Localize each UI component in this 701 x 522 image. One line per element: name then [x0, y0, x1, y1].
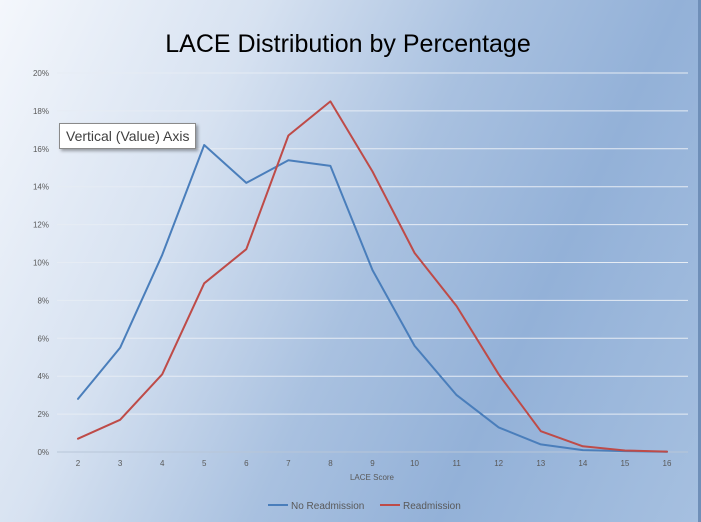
data-point[interactable]: [537, 440, 545, 448]
x-tick-label: 4: [160, 459, 165, 468]
data-point[interactable]: [116, 416, 124, 424]
series-line-readmission[interactable]: [77, 100, 668, 453]
data-point[interactable]: [369, 168, 377, 176]
data-point[interactable]: [74, 435, 82, 443]
x-tick-label: 10: [410, 459, 419, 468]
data-point[interactable]: [495, 423, 503, 431]
data-point[interactable]: [74, 395, 82, 403]
x-axis-title[interactable]: LACE Score: [350, 473, 395, 482]
y-tick-label: 0%: [37, 448, 49, 457]
x-tick-label: 13: [536, 459, 545, 468]
data-point[interactable]: [663, 448, 671, 456]
vertical-value-axis[interactable]: 0% 2% 4% 6% 8% 10% 12% 14% 16% 18% 20%: [33, 69, 49, 457]
y-tick-label: 14%: [33, 183, 49, 192]
chart-title[interactable]: LACE Distribution by Percentage: [165, 30, 530, 58]
x-tick-label: 6: [244, 459, 249, 468]
legend[interactable]: No Readmission Readmission: [268, 501, 461, 512]
data-point[interactable]: [158, 370, 166, 378]
y-tick-label: 20%: [33, 69, 49, 78]
data-point[interactable]: [579, 442, 587, 450]
horizontal-category-axis[interactable]: 2 3 4 5 6 7 8 9 10 11 12 13 14 15 16: [76, 459, 672, 468]
data-point[interactable]: [495, 370, 503, 378]
x-tick-label: 2: [76, 459, 81, 468]
data-point[interactable]: [200, 279, 208, 287]
data-point[interactable]: [411, 342, 419, 350]
y-tick-label: 10%: [33, 259, 49, 268]
legend-label[interactable]: Readmission: [403, 501, 461, 512]
data-point[interactable]: [621, 446, 629, 454]
x-tick-label: 16: [663, 459, 672, 468]
y-tick-label: 12%: [33, 221, 49, 230]
data-point[interactable]: [369, 266, 377, 274]
x-tick-label: 7: [286, 459, 291, 468]
x-tick-label: 14: [578, 459, 587, 468]
plot-area[interactable]: [74, 97, 671, 455]
x-tick-label: 3: [118, 459, 123, 468]
x-tick-label: 9: [370, 459, 375, 468]
gridlines: [57, 72, 688, 453]
data-point[interactable]: [411, 249, 419, 257]
y-tick-label: 18%: [33, 107, 49, 116]
data-point[interactable]: [326, 162, 334, 170]
data-point[interactable]: [453, 302, 461, 310]
series-line-no-readmission[interactable]: [77, 144, 668, 453]
y-tick-label: 8%: [37, 296, 49, 305]
data-point[interactable]: [158, 251, 166, 259]
data-point[interactable]: [453, 391, 461, 399]
data-point[interactable]: [284, 156, 292, 164]
data-point[interactable]: [242, 245, 250, 253]
data-point[interactable]: [326, 97, 334, 105]
x-tick-label: 15: [620, 459, 629, 468]
axis-tooltip: Vertical (Value) Axis: [59, 123, 197, 149]
y-tick-label: 6%: [37, 334, 49, 343]
x-tick-label: 11: [452, 459, 461, 468]
x-tick-label: 8: [328, 459, 333, 468]
data-point[interactable]: [200, 141, 208, 149]
y-tick-label: 4%: [37, 372, 49, 381]
x-tick-label: 12: [494, 459, 503, 468]
window-edge: [698, 0, 701, 522]
data-point[interactable]: [242, 179, 250, 187]
x-tick-label: 5: [202, 459, 207, 468]
data-point[interactable]: [537, 427, 545, 435]
data-point[interactable]: [116, 344, 124, 352]
legend-label[interactable]: No Readmission: [291, 501, 364, 512]
y-tick-label: 2%: [37, 410, 49, 419]
y-tick-label: 16%: [33, 145, 49, 154]
data-point[interactable]: [284, 132, 292, 140]
